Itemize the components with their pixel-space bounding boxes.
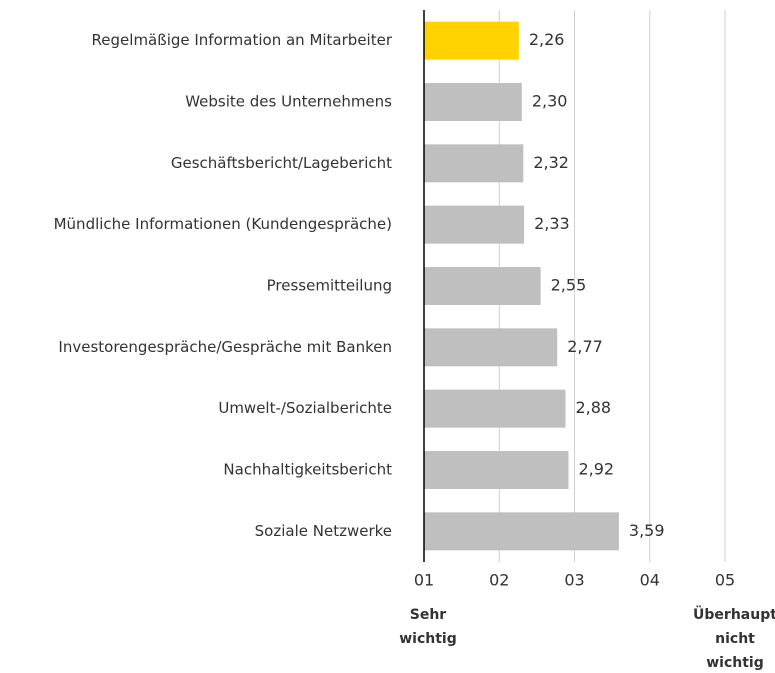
category-label: Regelmäßige Information an Mitarbeiter xyxy=(92,31,393,49)
category-label: Soziale Netzwerke xyxy=(255,522,392,540)
x-tick-label: 05 xyxy=(715,571,735,590)
axis-note: wichtig xyxy=(399,631,457,647)
bar xyxy=(424,512,619,551)
category-label: Mündliche Informationen (Kundengespräche… xyxy=(54,215,392,233)
value-label: 2,32 xyxy=(533,153,569,172)
x-tick-label: 01 xyxy=(414,571,434,590)
value-label: 2,26 xyxy=(529,30,565,49)
bar xyxy=(424,144,524,183)
x-tick-label: 02 xyxy=(489,571,509,590)
bar xyxy=(424,267,541,305)
value-label: 2,88 xyxy=(575,398,611,417)
x-tick-label: 03 xyxy=(564,571,584,590)
category-label: Umwelt-/Sozialberichte xyxy=(218,399,392,417)
value-label: 2,33 xyxy=(534,214,570,233)
category-label: Pressemitteilung xyxy=(267,277,392,295)
value-label: 3,59 xyxy=(629,521,665,540)
value-label: 2,92 xyxy=(578,460,614,479)
bar xyxy=(424,205,525,244)
value-label: 2,77 xyxy=(567,337,603,356)
axis-note: nicht xyxy=(715,631,755,647)
category-label: Website des Unternehmens xyxy=(185,93,392,111)
axis-note: Sehr xyxy=(410,607,447,623)
bar xyxy=(424,83,522,121)
category-label: Geschäftsbericht/Lagebericht xyxy=(171,154,392,172)
value-label: 2,30 xyxy=(532,92,568,111)
axis-note: wichtig xyxy=(706,655,764,671)
category-label: Nachhaltigkeitsbericht xyxy=(223,461,392,479)
bar xyxy=(424,389,566,428)
category-label: Investorengespräche/Gespräche mit Banken xyxy=(58,338,392,356)
bar xyxy=(424,451,569,489)
bar xyxy=(424,21,519,60)
x-tick-label: 04 xyxy=(640,571,660,590)
axis-note: Überhaupt xyxy=(693,605,775,623)
bar xyxy=(424,328,558,367)
value-label: 2,55 xyxy=(551,276,587,295)
